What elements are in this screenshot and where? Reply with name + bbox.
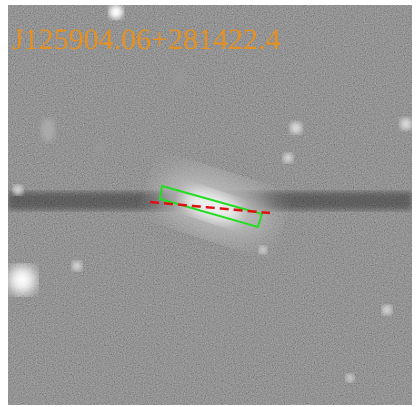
sky-image: [8, 5, 412, 405]
sky-image-view: J125904.06+281422.4: [0, 0, 419, 407]
object-label: J125904.06+281422.4: [12, 23, 281, 56]
page: J125904.06+281422.4 (() => { const data …: [0, 0, 419, 407]
